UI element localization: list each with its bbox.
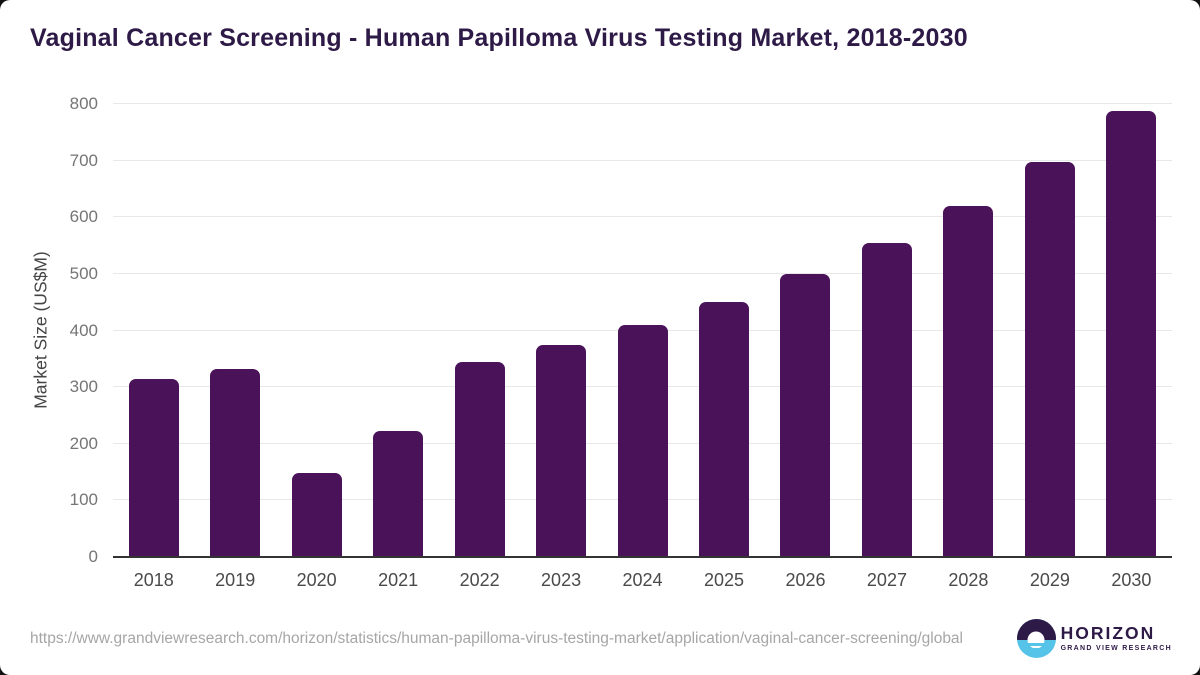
bar-slot: 2027 bbox=[846, 104, 927, 590]
x-tick-label: 2019 bbox=[215, 570, 256, 590]
x-axis-line bbox=[113, 556, 1172, 558]
logo-sky-shape bbox=[1016, 619, 1056, 641]
bar bbox=[617, 324, 668, 557]
bar bbox=[454, 362, 505, 557]
x-tick-label: 2030 bbox=[1111, 570, 1152, 590]
horizon-logo: HORIZON GRAND VIEW RESEARCH bbox=[1016, 619, 1172, 658]
logo-ripple-shape bbox=[1027, 643, 1046, 646]
x-tick-label: 2025 bbox=[703, 570, 745, 590]
logo-text: HORIZON GRAND VIEW RESEARCH bbox=[1061, 624, 1172, 653]
bar-slot: 2024 bbox=[602, 104, 683, 590]
x-tick-label: 2029 bbox=[1029, 570, 1070, 590]
y-tick-label: 400 bbox=[69, 320, 98, 340]
x-tick-label: 2023 bbox=[541, 570, 582, 590]
bar bbox=[780, 274, 831, 557]
bar bbox=[210, 369, 261, 557]
gridline bbox=[113, 216, 1172, 218]
gridline bbox=[113, 159, 1172, 161]
logo-brand-name: HORIZON bbox=[1060, 623, 1156, 643]
x-tick-label: 2028 bbox=[948, 570, 989, 590]
bar-slot: 2030 bbox=[1091, 104, 1172, 590]
bar-slot: 2023 bbox=[520, 104, 601, 590]
bar-slot: 2020 bbox=[276, 104, 357, 590]
horizon-sunrise-icon bbox=[1016, 619, 1056, 658]
plot-area: 2018 2019 2020 2021 2022 2023 2024 2025 2026 2027… bbox=[113, 103, 1172, 590]
gridline bbox=[113, 103, 1172, 104]
source-url: https://www.grandviewresearch.com/horizo… bbox=[30, 630, 963, 647]
x-tick-label: 2027 bbox=[866, 570, 907, 590]
bar-slot: 2019 bbox=[194, 104, 275, 590]
bar bbox=[861, 242, 912, 557]
y-tick-label: 700 bbox=[69, 150, 98, 170]
bar-slot: 2021 bbox=[357, 104, 438, 590]
gridline bbox=[113, 272, 1172, 274]
bar bbox=[128, 378, 179, 557]
bar-slot: 2018 bbox=[113, 104, 194, 590]
y-tick-label: 300 bbox=[69, 377, 98, 397]
y-tick-label: 500 bbox=[69, 263, 98, 283]
bar bbox=[1106, 110, 1157, 557]
bar-slot: 2029 bbox=[1009, 104, 1090, 590]
bar-slot: 2026 bbox=[765, 104, 846, 590]
logo-sun-shape bbox=[1027, 631, 1045, 649]
y-tick-label: 800 bbox=[69, 94, 98, 113]
x-tick-label: 2018 bbox=[133, 570, 174, 590]
bar-slot: 2022 bbox=[439, 104, 520, 590]
bar bbox=[536, 344, 587, 557]
x-tick-label: 2024 bbox=[622, 570, 663, 590]
chart-title: Vaginal Cancer Screening - Human Papillo… bbox=[30, 24, 968, 52]
y-tick-label: 100 bbox=[69, 490, 98, 510]
y-tick-label: 0 bbox=[88, 547, 98, 566]
y-axis-ticks: 0 100 200 300 400 500 600 700 800 bbox=[0, 94, 98, 566]
bar-slot: 2025 bbox=[683, 104, 764, 590]
bar bbox=[1024, 162, 1075, 557]
bar bbox=[373, 431, 424, 557]
x-tick-label: 2022 bbox=[459, 570, 500, 590]
logo-tagline: GRAND VIEW RESEARCH bbox=[1060, 645, 1172, 652]
x-tick-label: 2020 bbox=[296, 570, 337, 590]
bar bbox=[699, 301, 750, 557]
bar bbox=[943, 205, 994, 557]
bar-series: 2018 2019 2020 2021 2022 2023 2024 2025 2026 2027… bbox=[113, 104, 1172, 590]
bar bbox=[291, 473, 342, 557]
y-tick-label: 600 bbox=[69, 207, 98, 227]
x-tick-label: 2026 bbox=[785, 570, 826, 590]
logo-ripple-shape bbox=[1030, 647, 1043, 650]
y-tick-label: 200 bbox=[69, 433, 98, 453]
bar-slot: 2028 bbox=[928, 104, 1009, 590]
x-tick-label: 2021 bbox=[378, 570, 419, 590]
